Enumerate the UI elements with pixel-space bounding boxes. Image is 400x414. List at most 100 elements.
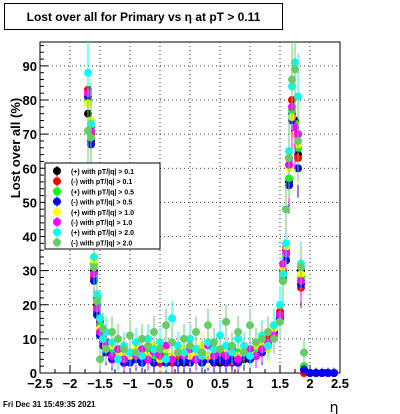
data-point: [198, 348, 206, 357]
data-point: [222, 317, 230, 326]
data-point: [210, 338, 218, 347]
data-point: [168, 355, 176, 364]
legend-box: [44, 162, 161, 250]
data-point: [294, 92, 302, 101]
footer-date: Fri Dec 31 15:49:35 2021: [3, 400, 96, 409]
chart-title: Lost over all for Primary vs η at pT > 0…: [4, 3, 283, 30]
data-point: [216, 345, 224, 354]
x-tick-label: −1: [123, 376, 138, 391]
legend: (+) with pT/|q| > 0.1 (-) with pT/|q| > 0…: [44, 162, 161, 250]
y-tick-label: 30: [23, 264, 37, 279]
x-tick-label: −2.5: [27, 376, 53, 391]
data-point: [246, 351, 254, 360]
data-point: [126, 348, 134, 357]
legend-label: (-) with pT/|q| > 0.1: [71, 179, 132, 186]
x-tick-label: 2.5: [331, 376, 349, 391]
data-point: [174, 348, 182, 357]
data-point: [84, 68, 92, 77]
data-point: [132, 348, 140, 357]
data-point: [192, 345, 200, 354]
data-point: [99, 324, 107, 333]
legend-label: (-) with pT/|q| > 2.0: [71, 240, 132, 247]
data-point: [192, 328, 200, 337]
data-point: [156, 345, 164, 354]
legend-label: (-) with pT/|q| > 1.0: [71, 220, 132, 227]
data-point: [324, 369, 332, 377]
data-point: [258, 334, 266, 343]
y-tick-label: 60: [23, 161, 37, 176]
y-tick-label: 50: [23, 195, 37, 210]
data-point: [96, 314, 104, 323]
legend-marker: [53, 238, 61, 247]
data-point: [318, 369, 326, 377]
data-point: [306, 369, 314, 377]
data-point: [138, 334, 146, 343]
y-tick-label: 90: [23, 59, 37, 74]
data-point: [114, 355, 122, 364]
y-tick-label: 80: [23, 93, 37, 108]
data-point: [216, 331, 224, 340]
data-point: [138, 351, 146, 360]
legend-marker: [53, 197, 61, 206]
data-point: [234, 328, 242, 337]
legend-label: (+) with pT/|q| > 1.0: [71, 210, 134, 217]
data-point: [84, 126, 92, 135]
data-point: [186, 341, 194, 350]
y-axis-label: Lost over all (%): [8, 98, 23, 198]
x-tick-label: −1.5: [87, 376, 113, 391]
data-point: [252, 338, 260, 347]
legend-marker: [53, 207, 61, 216]
data-point: [87, 133, 95, 142]
x-tick-label: 0.5: [211, 376, 229, 391]
data-point: [168, 338, 176, 347]
data-point: [93, 297, 101, 306]
data-point: [168, 314, 176, 323]
y-tick-label: 40: [23, 230, 37, 245]
data-point: [180, 334, 188, 343]
data-point: [108, 328, 116, 337]
y-tick-label: 70: [23, 127, 37, 142]
legend-marker: [53, 228, 61, 237]
x-tick-label: −0.5: [147, 376, 173, 391]
legend-marker: [53, 187, 61, 196]
data-point: [282, 239, 290, 248]
legend-label: (+) with pT/|q| > 0.1: [71, 169, 134, 176]
data-point: [246, 321, 254, 330]
legend-marker: [53, 218, 61, 226]
data-point: [114, 334, 122, 343]
legend-label: (+) with pT/|q| > 0.5: [71, 189, 134, 196]
data-point: [222, 341, 230, 350]
data-point: [276, 300, 284, 309]
data-point: [270, 334, 278, 343]
data-point: [240, 348, 248, 357]
data-point: [150, 328, 158, 337]
data-point: [144, 341, 152, 350]
x-tick-label: 1: [246, 376, 253, 391]
data-point: [288, 75, 296, 84]
data-point: [96, 355, 104, 364]
x-tick-label: 2: [306, 376, 313, 391]
data-point: [102, 345, 110, 354]
legend-label: (-) with pT/|q| > 0.5: [71, 200, 132, 207]
data-point: [291, 123, 299, 132]
data-point: [120, 345, 128, 354]
data-point: [234, 355, 242, 364]
data-point: [204, 321, 212, 330]
data-point: [312, 369, 320, 377]
data-point: [282, 205, 290, 214]
x-tick-label: 0: [186, 376, 193, 391]
data-point: [126, 331, 134, 340]
data-point: [285, 154, 293, 163]
legend-marker: [53, 177, 61, 186]
data-point: [294, 136, 302, 145]
x-axis-label: η: [330, 400, 339, 414]
x-tick-label: −2: [63, 376, 78, 391]
data-point: [150, 345, 158, 354]
legend-marker: [53, 167, 61, 175]
data-point: [228, 341, 236, 350]
data-point: [279, 276, 287, 285]
data-point: [162, 321, 170, 330]
data-point: [300, 365, 308, 374]
data-point: [330, 369, 338, 377]
